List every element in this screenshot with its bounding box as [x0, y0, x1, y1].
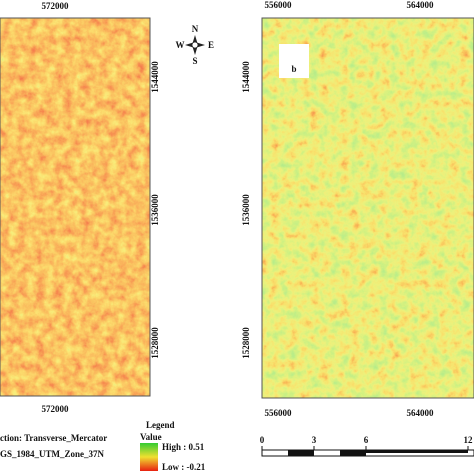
- tick-top: 564000: [407, 0, 435, 10]
- tick-left: 1536000: [241, 194, 251, 226]
- scale-label: 6: [364, 435, 369, 445]
- frame-right: [261, 17, 474, 399]
- panel-label-box: [279, 44, 309, 78]
- left-panel: 572000 572000 1544000 1536000 1528000: [0, 1, 160, 414]
- frame-left: [0, 17, 151, 397]
- tick-right: 1544000: [150, 61, 160, 93]
- scale-bar: 0 3 6 12: [260, 435, 474, 457]
- raster-left: [0, 18, 150, 396]
- compass-w: W: [176, 40, 185, 50]
- tick-right: 1528000: [150, 327, 160, 359]
- legend-low: Low : -0.21: [162, 462, 206, 472]
- tick-bottom: 564000: [407, 408, 435, 418]
- compass-n: N: [192, 24, 199, 34]
- tick-bottom: 572000: [42, 404, 70, 414]
- projection-line: ction: Transverse_Mercator: [0, 433, 107, 443]
- tick-top: 572000: [42, 1, 70, 11]
- legend-high: High : 0.51: [162, 442, 205, 452]
- panel-label: b: [291, 64, 296, 74]
- tick-bottom: 556000: [265, 408, 293, 418]
- legend: Legend Value High : 0.51 Low : -0.21: [140, 420, 206, 472]
- right-panel: b 556000 564000 556000 564000 1544000 15…: [241, 0, 474, 418]
- compass: W E N S: [176, 24, 215, 66]
- scale-label: 3: [312, 435, 317, 445]
- tick-top: 556000: [265, 0, 293, 10]
- compass-e: E: [208, 40, 214, 50]
- raster-right: [262, 18, 474, 398]
- projection-line: GS_1984_UTM_Zone_37N: [0, 449, 105, 459]
- legend-subtitle: Value: [140, 432, 162, 442]
- compass-s: S: [192, 56, 197, 66]
- legend-ramp: [140, 443, 158, 471]
- scale-label: 12: [464, 435, 474, 445]
- tick-right: 1536000: [150, 194, 160, 226]
- legend-title: Legend: [146, 420, 175, 430]
- scale-label: 0: [260, 435, 265, 445]
- tick-left: 1544000: [241, 61, 251, 93]
- tick-left: 1528000: [241, 327, 251, 359]
